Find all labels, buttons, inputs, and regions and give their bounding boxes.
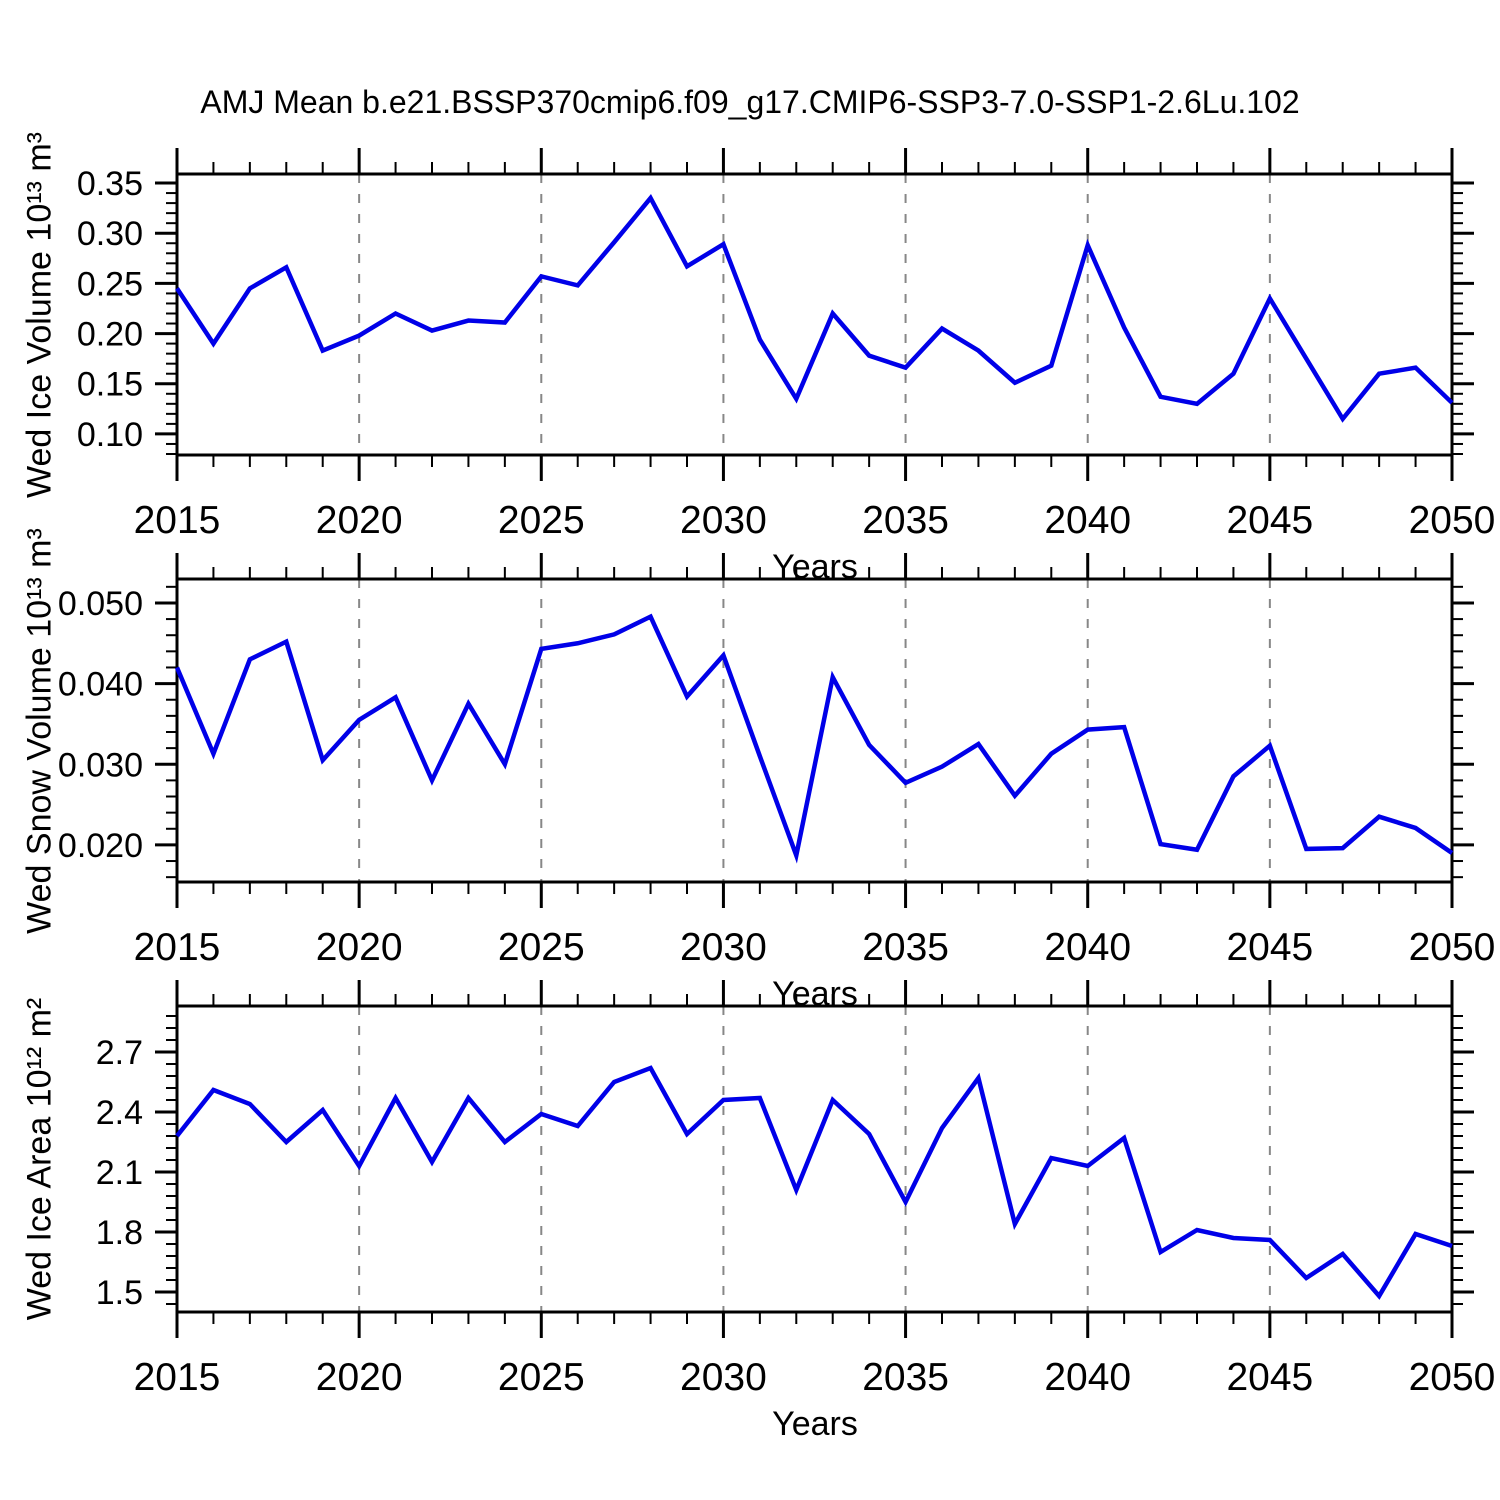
x-tick-label: 2030	[680, 1356, 767, 1399]
ice-volume-plot: 0.10 0.15 0.20 0.25 0.30 0.35 2015 2020 2025 2030…	[77, 148, 1496, 542]
page-title: AMJ Mean b.e21.BSSP370cmip6.f09_g17.CMIP…	[200, 84, 1300, 120]
y-tick-label: 2.1	[96, 1154, 143, 1192]
y-tick-label: 0.25	[77, 265, 143, 303]
x-tick-label: 2040	[1044, 499, 1131, 542]
y-tick-label: 0.20	[77, 316, 143, 354]
y-tick-label: 2.4	[96, 1094, 143, 1132]
y-tick-label: 0.15	[77, 366, 143, 404]
x-tick-label: 2015	[134, 499, 221, 542]
y-tick-label: 0.040	[58, 666, 143, 704]
x-tick-label: 2020	[316, 499, 403, 542]
y-tick-label: 0.30	[77, 215, 143, 253]
snow-volume-plot: 0.020 0.030 0.040 0.050 2015 2020 2025 2030 2035…	[58, 553, 1495, 969]
x-tick-label: 2045	[1226, 926, 1313, 969]
x-tick-label: 2040	[1044, 1356, 1131, 1399]
ice-area-plot: 1.5 1.8 2.1 2.4 2.7 2015 2020 2025 2030 2035 2040 2…	[96, 980, 1496, 1399]
data-series-line	[174, 613, 1454, 864]
y-tick-label: 2.7	[96, 1034, 143, 1072]
x-tick-label: 2035	[862, 1356, 949, 1399]
plot-frame	[175, 577, 1454, 884]
ice-area-x-axis-label: Years	[772, 1405, 858, 1443]
x-tick-label: 2045	[1226, 499, 1313, 542]
y-tick-label: 0.35	[77, 165, 143, 203]
y-tick-label: 0.020	[58, 827, 143, 865]
x-tick-label: 2020	[316, 1356, 403, 1399]
x-tick-label: 2035	[862, 499, 949, 542]
y-tick-label: 1.5	[96, 1274, 143, 1312]
x-tick-label: 2025	[498, 926, 585, 969]
x-tick-label: 2020	[316, 926, 403, 969]
y-tick-label: 0.10	[77, 416, 143, 454]
data-series-line	[175, 1065, 1453, 1300]
x-tick-label: 2015	[134, 1356, 221, 1399]
x-tick-label: 2045	[1226, 1356, 1313, 1399]
plot-frame	[175, 172, 1454, 457]
data-series-line	[175, 194, 1454, 423]
y-tick-label: 0.050	[58, 585, 143, 623]
x-tick-label: 2050	[1409, 1356, 1496, 1399]
x-tick-label: 2050	[1409, 499, 1496, 542]
x-tick-label: 2025	[498, 499, 585, 542]
x-tick-label: 2040	[1044, 926, 1131, 969]
y-tick-label: 1.8	[96, 1214, 143, 1252]
x-tick-label: 2030	[680, 499, 767, 542]
x-tick-label: 2025	[498, 1356, 585, 1399]
x-tick-label: 2030	[680, 926, 767, 969]
x-tick-label: 2050	[1409, 926, 1496, 969]
x-tick-label: 2015	[134, 926, 221, 969]
plot-frame	[175, 1004, 1454, 1314]
y-tick-label: 0.030	[58, 746, 143, 784]
x-tick-label: 2035	[862, 926, 949, 969]
